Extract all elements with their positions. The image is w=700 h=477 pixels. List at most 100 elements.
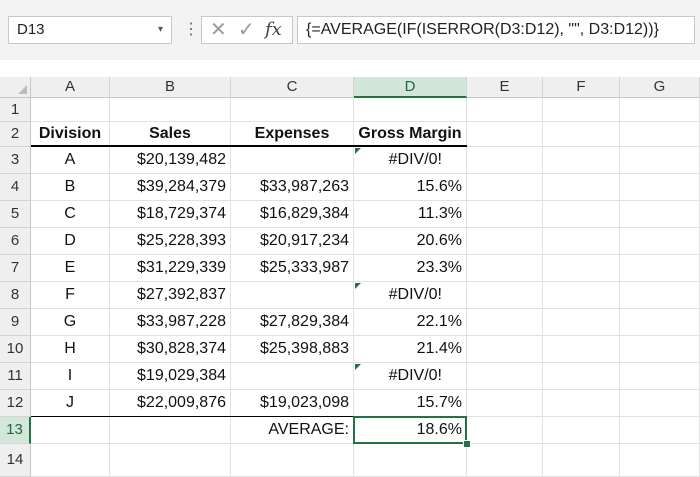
cell-a9[interactable]: G — [31, 309, 110, 336]
cell-b1[interactable] — [110, 98, 231, 122]
cell-b10[interactable]: $30,828,374 — [110, 336, 231, 363]
cell-b12[interactable]: $22,009,876 — [110, 390, 231, 417]
fill-handle[interactable] — [463, 440, 471, 448]
cell-d2[interactable]: Gross Margin — [354, 122, 467, 147]
cell-g14[interactable] — [620, 444, 700, 477]
cell-f1[interactable] — [543, 98, 620, 122]
cell-b11[interactable]: $19,029,384 — [110, 363, 231, 390]
more-options-icon[interactable]: ⋮ — [183, 21, 199, 38]
cell-g4[interactable] — [620, 174, 700, 201]
cell-f3[interactable] — [543, 147, 620, 174]
row-header-14[interactable]: 14 — [0, 444, 31, 477]
cell-e13[interactable] — [467, 417, 543, 444]
cell-a2[interactable]: Division — [31, 122, 110, 147]
cell-f11[interactable] — [543, 363, 620, 390]
cell-d11[interactable]: #DIV/0! — [354, 363, 467, 390]
cell-c12[interactable]: $19,023,098 — [231, 390, 354, 417]
column-header-a[interactable]: A — [31, 77, 110, 98]
cell-b4[interactable]: $39,284,379 — [110, 174, 231, 201]
cell-c6[interactable]: $20,917,234 — [231, 228, 354, 255]
row-header-3[interactable]: 3 — [0, 147, 31, 174]
cell-c10[interactable]: $25,398,883 — [231, 336, 354, 363]
average-label[interactable]: AVERAGE: — [231, 417, 354, 444]
cell-c14[interactable] — [231, 444, 354, 477]
cell-e14[interactable] — [467, 444, 543, 477]
cell-f12[interactable] — [543, 390, 620, 417]
cell-a5[interactable]: C — [31, 201, 110, 228]
cell-e7[interactable] — [467, 255, 543, 282]
cell-g7[interactable] — [620, 255, 700, 282]
name-box[interactable]: D13 ▾ — [8, 16, 172, 44]
cell-a1[interactable] — [31, 98, 110, 122]
cell-a4[interactable]: B — [31, 174, 110, 201]
cancel-icon[interactable]: ✕ — [210, 19, 227, 41]
cell-g13[interactable] — [620, 417, 700, 444]
cell-c3[interactable] — [231, 147, 354, 174]
cell-c5[interactable]: $16,829,384 — [231, 201, 354, 228]
cell-d3[interactable]: #DIV/0! — [354, 147, 467, 174]
cell-f5[interactable] — [543, 201, 620, 228]
cell-e10[interactable] — [467, 336, 543, 363]
cell-b6[interactable]: $25,228,393 — [110, 228, 231, 255]
cell-a7[interactable]: E — [31, 255, 110, 282]
row-header-6[interactable]: 6 — [0, 228, 31, 255]
row-header-1[interactable]: 1 — [0, 98, 31, 122]
column-header-c[interactable]: C — [231, 77, 354, 98]
cell-f9[interactable] — [543, 309, 620, 336]
cell-b13[interactable] — [110, 417, 231, 444]
row-header-9[interactable]: 9 — [0, 309, 31, 336]
cell-b14[interactable] — [110, 444, 231, 477]
cell-e3[interactable] — [467, 147, 543, 174]
cell-f4[interactable] — [543, 174, 620, 201]
cell-f6[interactable] — [543, 228, 620, 255]
row-header-5[interactable]: 5 — [0, 201, 31, 228]
formula-input[interactable]: {=AVERAGE(IF(ISERROR(D3:D12), "", D3:D12… — [297, 16, 695, 44]
row-header-2[interactable]: 2 — [0, 122, 31, 147]
chevron-down-icon[interactable]: ▾ — [157, 24, 163, 35]
cell-g1[interactable] — [620, 98, 700, 122]
cell-g8[interactable] — [620, 282, 700, 309]
cell-d8[interactable]: #DIV/0! — [354, 282, 467, 309]
cell-d10[interactable]: 21.4% — [354, 336, 467, 363]
error-indicator-icon[interactable] — [355, 148, 361, 154]
cell-c11[interactable] — [231, 363, 354, 390]
cell-a11[interactable]: I — [31, 363, 110, 390]
cell-b9[interactable]: $33,987,228 — [110, 309, 231, 336]
cell-d9[interactable]: 22.1% — [354, 309, 467, 336]
cell-g5[interactable] — [620, 201, 700, 228]
cell-c7[interactable]: $25,333,987 — [231, 255, 354, 282]
cell-e11[interactable] — [467, 363, 543, 390]
cell-e5[interactable] — [467, 201, 543, 228]
cell-d4[interactable]: 15.6% — [354, 174, 467, 201]
cell-c1[interactable] — [231, 98, 354, 122]
cell-f13[interactable] — [543, 417, 620, 444]
cell-g3[interactable] — [620, 147, 700, 174]
cell-c4[interactable]: $33,987,263 — [231, 174, 354, 201]
column-header-f[interactable]: F — [543, 77, 620, 98]
row-header-4[interactable]: 4 — [0, 174, 31, 201]
row-header-11[interactable]: 11 — [0, 363, 31, 390]
cell-a14[interactable] — [31, 444, 110, 477]
enter-icon[interactable]: ✓ — [238, 19, 255, 41]
row-header-12[interactable]: 12 — [0, 390, 31, 417]
cell-d14[interactable] — [354, 444, 467, 477]
cell-b2[interactable]: Sales — [110, 122, 231, 147]
cell-d6[interactable]: 20.6% — [354, 228, 467, 255]
column-header-g[interactable]: G — [620, 77, 700, 98]
cell-c2[interactable]: Expenses — [231, 122, 354, 147]
column-header-d[interactable]: D — [354, 77, 467, 98]
cell-a6[interactable]: D — [31, 228, 110, 255]
cell-g11[interactable] — [620, 363, 700, 390]
cell-g10[interactable] — [620, 336, 700, 363]
row-header-10[interactable]: 10 — [0, 336, 31, 363]
error-indicator-icon[interactable] — [355, 283, 361, 289]
cell-a3[interactable]: A — [31, 147, 110, 174]
cell-e2[interactable] — [467, 122, 543, 147]
column-header-b[interactable]: B — [110, 77, 231, 98]
select-all-corner[interactable] — [0, 77, 31, 98]
cell-b3[interactable]: $20,139,482 — [110, 147, 231, 174]
cell-d5[interactable]: 11.3% — [354, 201, 467, 228]
cell-a12[interactable]: J — [31, 390, 110, 417]
cell-a10[interactable]: H — [31, 336, 110, 363]
insert-function-icon[interactable]: fx — [265, 19, 282, 40]
